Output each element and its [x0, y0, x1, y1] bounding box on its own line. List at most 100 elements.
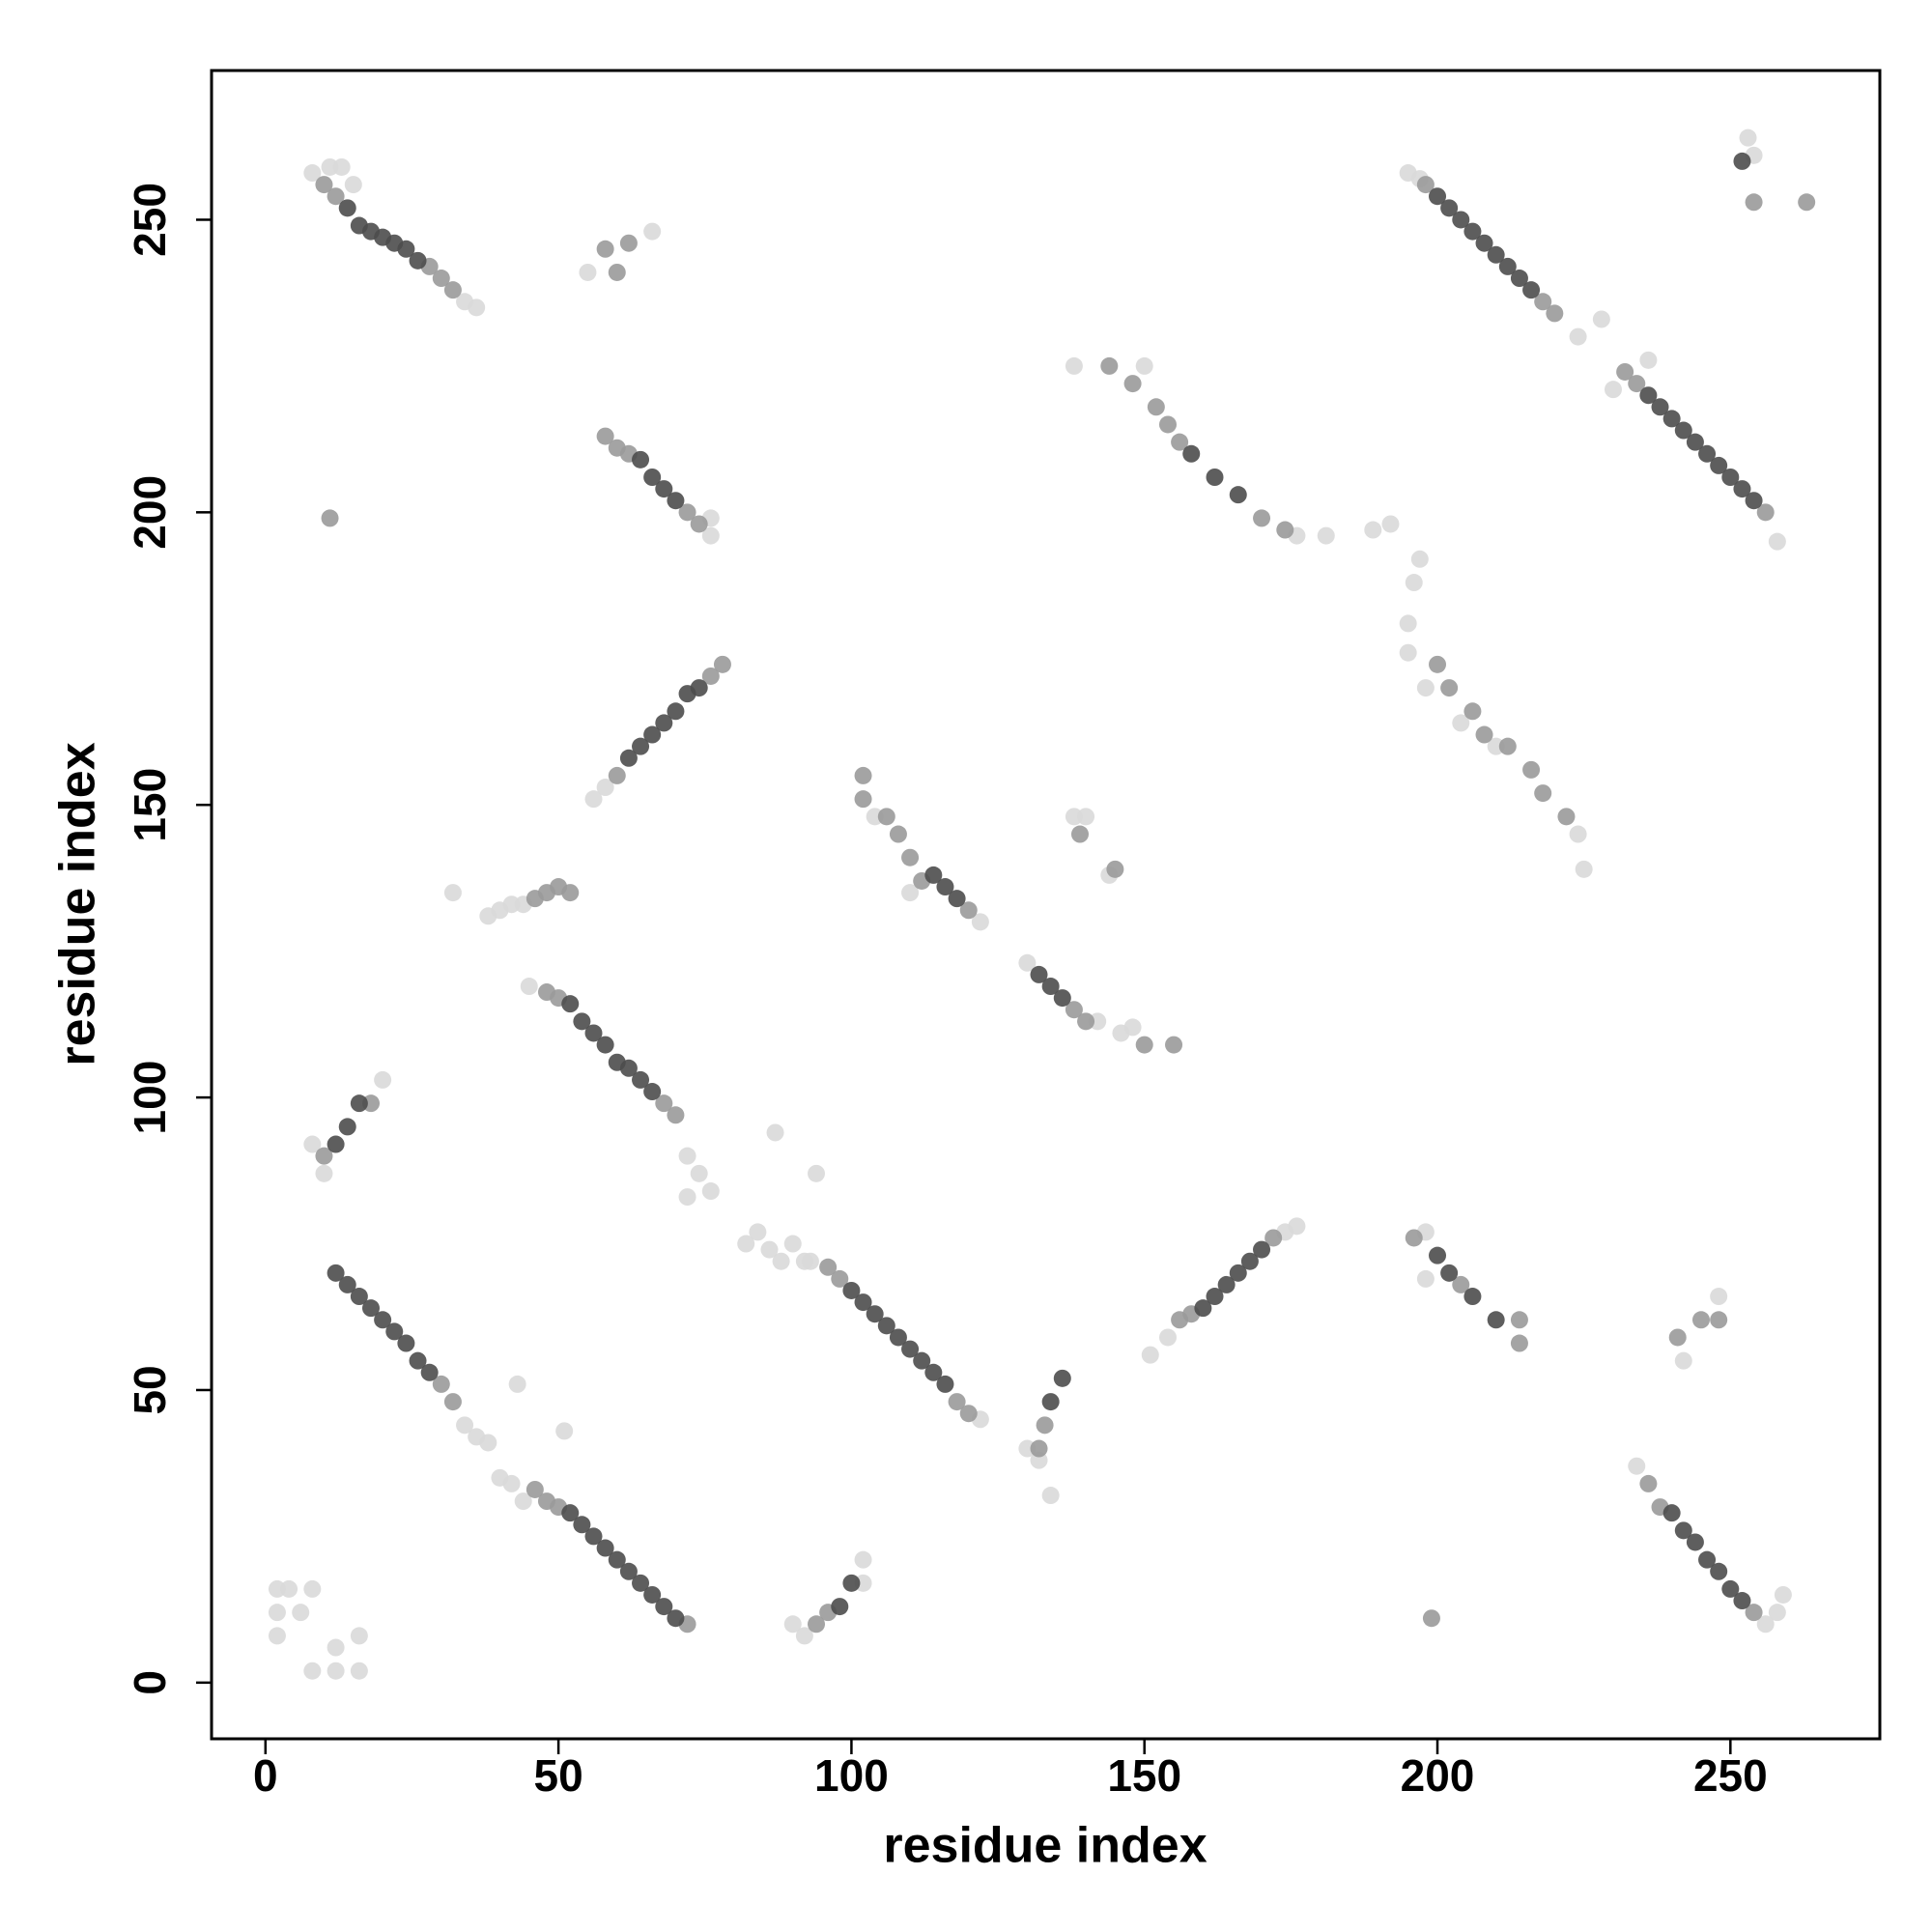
point: [795, 1627, 813, 1645]
point: [889, 825, 907, 843]
point: [936, 1375, 954, 1393]
point: [1041, 1393, 1060, 1411]
point: [1674, 1521, 1692, 1540]
point: [1206, 468, 1224, 486]
point: [596, 1036, 614, 1054]
point: [1053, 989, 1071, 1008]
point: [1686, 433, 1704, 451]
point: [596, 427, 614, 445]
point: [1070, 825, 1089, 843]
point: [690, 1164, 708, 1182]
point: [508, 1375, 526, 1393]
point: [1710, 456, 1728, 474]
point: [924, 1363, 943, 1381]
point: [1569, 327, 1587, 346]
point: [1041, 1487, 1060, 1505]
point: [1686, 1533, 1704, 1551]
point: [819, 1258, 838, 1276]
point: [1276, 521, 1294, 539]
point: [1065, 1001, 1083, 1019]
point: [1522, 760, 1541, 779]
x-axis-title: residue index: [883, 1818, 1207, 1874]
point: [971, 913, 989, 931]
point: [1639, 1474, 1658, 1492]
point: [808, 1615, 826, 1634]
point: [443, 884, 462, 902]
point: [737, 1235, 755, 1253]
point: [350, 1094, 368, 1113]
point: [854, 790, 872, 809]
point: [1487, 245, 1505, 264]
point: [1229, 1264, 1247, 1282]
point: [432, 1375, 450, 1393]
point: [801, 1252, 819, 1270]
point: [443, 1393, 462, 1411]
y-axis-title: residue index: [50, 742, 106, 1065]
point: [854, 1550, 872, 1569]
point: [1217, 1275, 1236, 1293]
point: [303, 1579, 322, 1598]
point: [1405, 574, 1423, 592]
point: [1452, 1275, 1470, 1293]
point: [1691, 1311, 1710, 1329]
point: [1498, 257, 1517, 275]
point: [1522, 281, 1541, 299]
point: [924, 866, 943, 884]
point: [619, 1562, 638, 1580]
point: [1475, 725, 1493, 744]
x-tick-label: 50: [534, 1750, 583, 1801]
point: [443, 281, 462, 299]
point: [1253, 509, 1271, 527]
point: [1440, 679, 1459, 697]
point: [1171, 433, 1189, 451]
point: [667, 702, 685, 721]
point: [561, 995, 580, 1013]
point: [374, 1311, 392, 1329]
point: [1206, 1288, 1224, 1306]
point: [1106, 860, 1124, 878]
point: [584, 1024, 603, 1042]
point: [1030, 1439, 1048, 1458]
point: [877, 1317, 895, 1335]
point: [303, 1662, 322, 1680]
point: [1018, 953, 1037, 972]
point: [959, 1405, 978, 1423]
point: [1546, 304, 1564, 323]
point: [901, 884, 920, 902]
point: [327, 1662, 345, 1680]
point: [877, 808, 895, 826]
point: [808, 1164, 826, 1182]
point: [655, 1094, 673, 1113]
point: [1487, 1311, 1505, 1329]
point: [268, 1627, 286, 1645]
point: [1141, 1346, 1159, 1364]
point: [537, 884, 555, 902]
point: [1628, 1457, 1646, 1475]
point: [678, 1147, 696, 1165]
point: [1575, 860, 1593, 878]
x-tick-label: 250: [1693, 1750, 1768, 1801]
point: [1364, 521, 1382, 539]
point: [292, 1604, 310, 1622]
point: [327, 1638, 345, 1657]
point: [1264, 1229, 1283, 1247]
point: [1674, 1351, 1692, 1370]
point: [1668, 1328, 1687, 1347]
point: [526, 1480, 544, 1498]
point: [385, 1322, 404, 1341]
point: [561, 884, 580, 902]
point: [1452, 714, 1470, 732]
point: [1429, 1246, 1447, 1264]
point: [1422, 1609, 1440, 1628]
point: [420, 1363, 439, 1381]
point: [1756, 503, 1775, 522]
point: [1662, 410, 1681, 428]
point: [831, 1269, 849, 1288]
point: [1733, 152, 1751, 170]
point: [701, 667, 720, 685]
point: [1123, 1018, 1142, 1037]
point: [1639, 351, 1658, 369]
point: [397, 240, 415, 258]
point: [1041, 978, 1060, 996]
point: [374, 1070, 392, 1089]
